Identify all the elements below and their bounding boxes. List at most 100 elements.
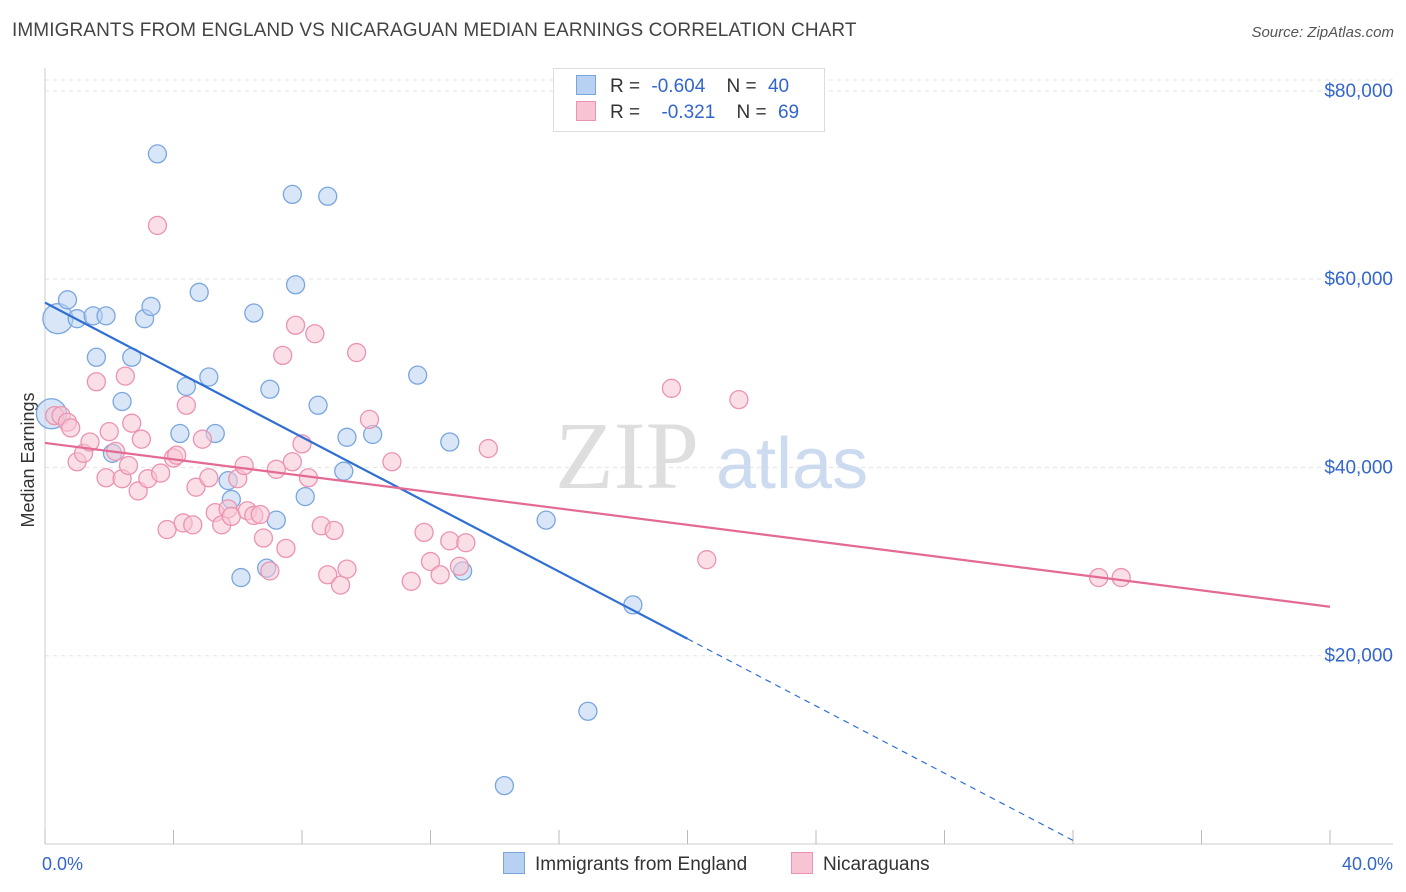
point-nicaraguans [456, 533, 476, 553]
point-nicaraguans [61, 418, 81, 438]
point-nicaraguans [234, 455, 254, 476]
point-england [199, 367, 219, 387]
y-axis-label: Median Earnings [18, 392, 38, 527]
point-nicaraguans [430, 565, 450, 585]
point-nicaraguans [305, 324, 325, 344]
point-england [282, 184, 303, 205]
point-england [318, 186, 338, 206]
y-tick-label: $40,000 [1324, 457, 1393, 478]
point-nicaraguans [440, 531, 460, 551]
point-nicaraguans [324, 520, 344, 541]
point-nicaraguans [147, 215, 168, 236]
chart-title: IMMIGRANTS FROM ENGLAND VS NICARAGUAN ME… [12, 20, 857, 41]
y-tick-label: $80,000 [1324, 81, 1393, 102]
point-nicaraguans [661, 378, 682, 398]
point-england [266, 510, 286, 530]
point-nicaraguans [729, 389, 749, 410]
point-nicaraguans [199, 468, 219, 488]
point-england [141, 296, 161, 317]
point-england [440, 432, 460, 452]
point-nicaraguans [414, 522, 434, 543]
point-england [231, 567, 251, 588]
point-nicaraguans [131, 429, 152, 449]
legend-swatch-pink [576, 101, 596, 121]
legend-r-england: -0.604 [651, 76, 706, 97]
point-nicaraguans [282, 452, 303, 472]
watermark-zip: ZIP [555, 402, 699, 509]
grid-lines [45, 79, 1393, 657]
point-nicaraguans [318, 565, 338, 585]
point-england [260, 379, 280, 399]
point-england [86, 347, 107, 367]
point-nicaraguans [359, 409, 380, 430]
correlation-legend: R = -0.604 N = 40 R = -0.321 N = 69 [553, 68, 825, 132]
point-nicaraguans [260, 561, 280, 581]
point-nicaraguans [449, 556, 470, 576]
point-nicaraguans [115, 366, 135, 386]
point-england [407, 365, 428, 385]
point-nicaraguans [382, 452, 402, 472]
point-nicaraguans [273, 345, 293, 366]
point-nicaraguans [337, 559, 357, 579]
point-england [334, 461, 354, 481]
legend-swatch-blue [576, 75, 596, 95]
point-nicaraguans [157, 519, 177, 540]
point-nicaraguans [266, 459, 286, 479]
bottom-legend-swatch-pink [791, 852, 813, 874]
point-nicaraguans [253, 528, 274, 548]
x-tick-label-min: 0.0% [42, 854, 83, 874]
legend-n-england: 40 [767, 76, 790, 97]
point-nicaraguans [150, 463, 171, 483]
legend-row-england: R = -0.604 N = 40 [576, 75, 789, 101]
point-england [112, 391, 132, 412]
axes [44, 68, 1393, 845]
point-england [494, 775, 515, 796]
point-nicaraguans [330, 575, 351, 595]
point-england [96, 306, 116, 326]
point-nicaraguans [285, 315, 306, 335]
point-nicaraguans [346, 342, 367, 363]
bottom-legend-swatch-blue [503, 852, 525, 874]
y-tick-label: $20,000 [1324, 646, 1393, 667]
bottom-legend-nicaraguans: Nicaraguans [791, 852, 930, 876]
point-england [295, 486, 315, 507]
point-nicaraguans [176, 395, 197, 415]
point-england [170, 423, 190, 444]
point-nicaraguans [118, 455, 139, 476]
point-nicaraguans [86, 372, 107, 392]
trend-line-england-extension [687, 638, 1074, 841]
point-nicaraguans [186, 477, 206, 497]
point-nicaraguans [401, 571, 421, 591]
legend-r-nicaraguans: -0.321 [661, 102, 716, 123]
y-tick-label: $60,000 [1324, 269, 1393, 290]
point-nicaraguans [80, 432, 100, 452]
point-england [285, 275, 306, 295]
point-england [308, 395, 328, 415]
point-nicaraguans [478, 438, 498, 459]
point-england [337, 427, 357, 447]
point-england [244, 303, 264, 323]
point-nicaraguans [122, 413, 142, 433]
point-nicaraguans [96, 468, 116, 488]
point-nicaraguans [183, 515, 203, 535]
point-nicaraguans [99, 421, 119, 442]
point-nicaraguans [250, 504, 270, 525]
trend-line-england [44, 301, 689, 640]
point-nicaraguans [276, 538, 296, 559]
trend-line-nicaraguans [44, 441, 1331, 608]
point-nicaraguans [1111, 567, 1131, 588]
point-nicaraguans [192, 429, 213, 449]
point-england [578, 701, 598, 721]
point-nicaraguans [221, 506, 241, 527]
legend-row-nicaraguans: R = -0.321 N = 69 [576, 101, 799, 127]
trend-lines [44, 301, 1331, 841]
point-england [57, 290, 78, 310]
series-nicaraguans [44, 215, 1131, 595]
point-england [536, 510, 556, 530]
point-england [189, 282, 209, 302]
point-nicaraguans [420, 551, 441, 572]
x-tick-label-max: 40.0% [1342, 854, 1393, 874]
legend-n-nicaraguans: 69 [777, 102, 800, 123]
y-tick-labels: $20,000 $40,000 $60,000 $80,000 [1324, 81, 1393, 667]
